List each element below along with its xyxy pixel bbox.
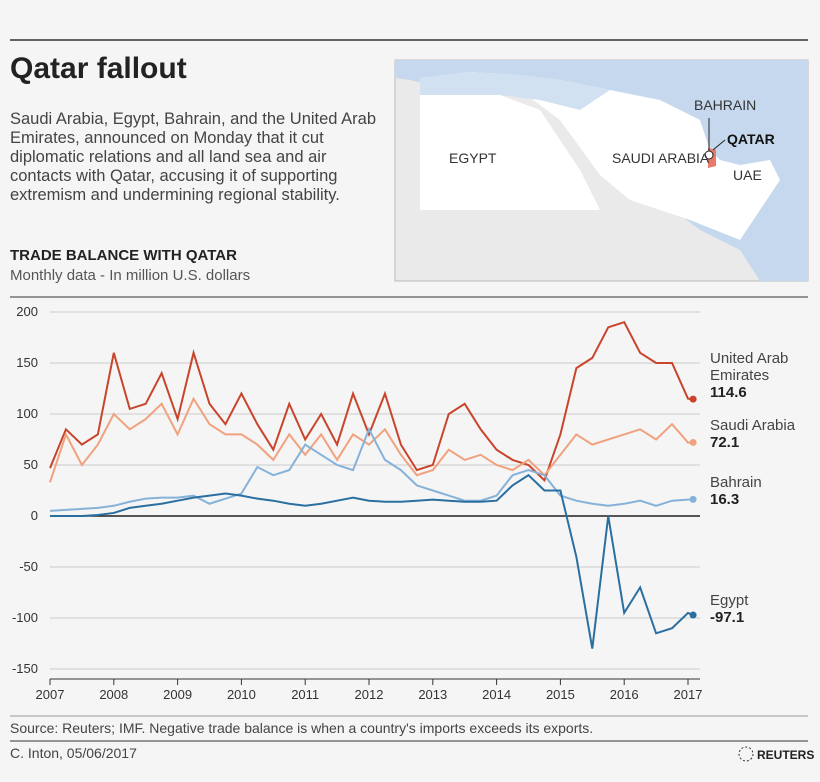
x-tick-label: 2014 [482, 687, 511, 702]
legend-label: Egypt [710, 592, 749, 609]
y-tick-label: -100 [12, 610, 38, 625]
legend-label: Saudi Arabia [710, 417, 796, 434]
map-label: BAHRAIN [694, 97, 756, 113]
legend-label: United Arab Emirates [710, 350, 789, 384]
series-line [49, 426, 694, 512]
end-value-label: -97.1 [710, 609, 745, 626]
end-value-label: 114.6 [710, 384, 747, 401]
map: EGYPT SAUDI ARABIA BAHRAIN QATAR UAE [394, 59, 809, 282]
end-dot [689, 395, 697, 403]
x-tick-label: 2017 [674, 687, 703, 702]
legend-label: Bahrain [710, 474, 762, 491]
map-label: EGYPT [449, 150, 497, 166]
y-tick-label: 100 [16, 406, 38, 421]
source: Source: Reuters; IMF. Negative trade bal… [10, 720, 593, 736]
x-tick-label: 2011 [291, 687, 319, 702]
y-tick-label: -150 [12, 661, 38, 676]
legend-entry: United Arab Emirates 114.6 [710, 350, 810, 401]
series-line [49, 320, 694, 483]
x-tick-label: 2015 [546, 687, 575, 702]
end-dot [689, 438, 697, 446]
end-dot [689, 611, 697, 619]
series-line [49, 396, 694, 483]
headline: Qatar fallout [10, 52, 187, 85]
map-label: UAE [733, 167, 762, 183]
x-tick-label: 2012 [355, 687, 384, 702]
x-tick-label: 2009 [163, 687, 192, 702]
chart-subtitle: Monthly data - In million U.S. dollars [10, 267, 250, 284]
legend-entry: Egypt -97.1 [710, 592, 810, 626]
x-tick-label: 2007 [36, 687, 65, 702]
y-tick-label: -50 [19, 559, 38, 574]
x-tick-label: 2016 [610, 687, 639, 702]
x-tick-label: 2010 [227, 687, 256, 702]
end-value-label: 72.1 [710, 434, 740, 451]
chart-title: TRADE BALANCE WITH QATAR [10, 247, 237, 264]
y-tick-label: 50 [24, 457, 38, 472]
end-dot [689, 495, 697, 503]
description: Saudi Arabia, Egypt, Bahrain, and the Un… [10, 110, 376, 204]
brand: REUTERS [757, 748, 814, 762]
end-value-label: 16.3 [710, 491, 740, 508]
x-tick-label: 2008 [99, 687, 128, 702]
y-tick-label: 150 [16, 355, 38, 370]
y-tick-label: 200 [16, 304, 38, 319]
series-line [50, 473, 694, 649]
x-tick-label: 2013 [418, 687, 447, 702]
credit: C. Inton, 05/06/2017 [10, 745, 137, 761]
legend-entry: Bahrain 16.3 [710, 474, 810, 508]
legend-entry: Saudi Arabia 72.1 [710, 417, 810, 451]
map-label: QATAR [727, 131, 775, 147]
logo [738, 746, 754, 762]
y-tick-label: 0 [31, 508, 38, 523]
map-label: SAUDI ARABIA [612, 150, 710, 166]
